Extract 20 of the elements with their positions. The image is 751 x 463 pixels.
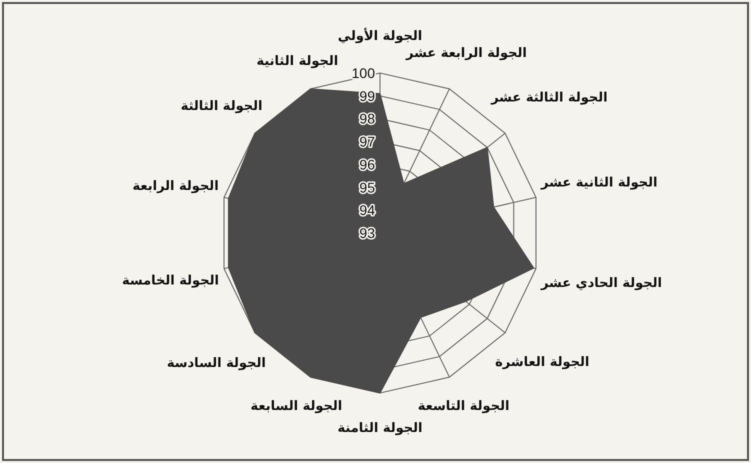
spoke-label: الجولة التاسعة — [418, 399, 510, 414]
y-tick-label: 96 — [359, 156, 376, 172]
spoke-label: الجولة العاشرة — [495, 354, 590, 370]
y-tick-label: 99 — [359, 88, 376, 104]
spoke-label: الجولة الثالثة — [180, 99, 262, 114]
spoke-label: الجولة الثالثة عشر — [490, 90, 608, 106]
y-tick-label: 98 — [359, 110, 376, 127]
spoke-label: الجولة الثامنة — [338, 421, 422, 436]
spoke-label: الجولة الرابعة عشر — [404, 46, 527, 62]
y-tick-label: 100 — [352, 65, 376, 81]
spoke-label: الجولة الأولي — [338, 27, 422, 44]
spoke-label: الجولة السادسة — [166, 356, 266, 372]
y-tick-label: 94 — [359, 202, 376, 218]
spoke-label: الجولة الثانية — [256, 54, 338, 69]
spoke-label: الجولة الحادي عشر — [540, 276, 662, 292]
spoke-label: الجولة السابعة — [250, 399, 342, 414]
spoke-label: الجولة الرابعة — [132, 178, 219, 194]
y-tick-label: 93 — [359, 225, 376, 241]
spoke-label: الجولة الخامسة — [122, 273, 219, 288]
spoke-label: الجولة الثانية عشر — [540, 175, 658, 190]
